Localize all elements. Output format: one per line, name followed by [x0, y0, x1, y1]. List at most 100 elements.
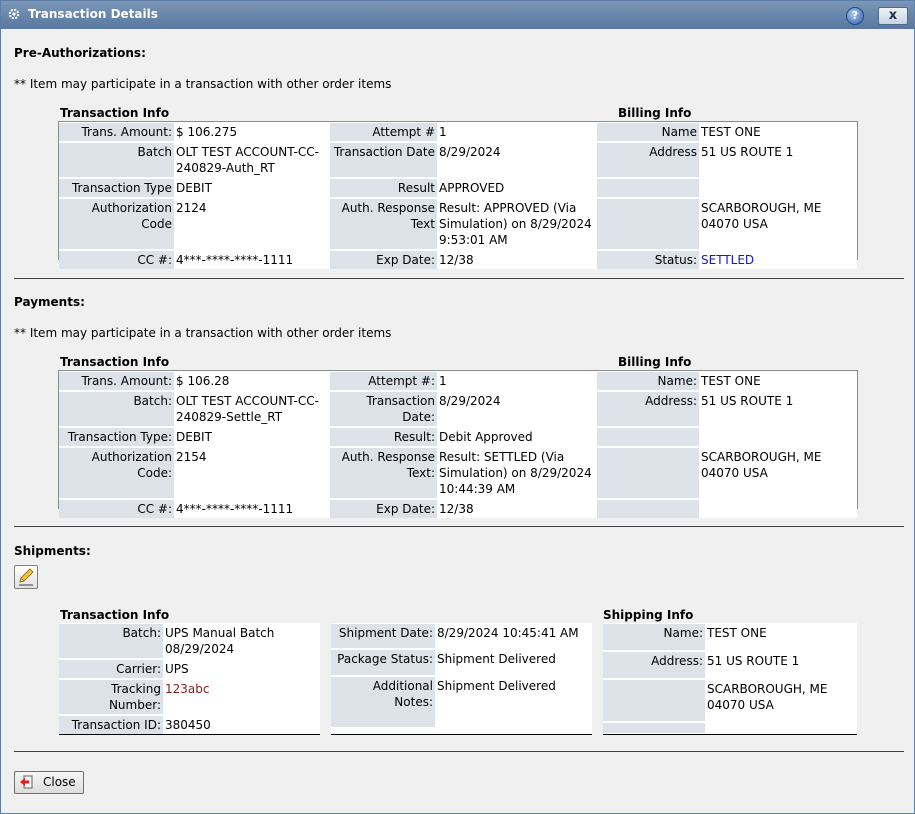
- attempt-label: Attempt #:: [330, 372, 437, 390]
- address-label: Address: [597, 143, 699, 177]
- batch-value: OLT TEST ACCOUNT-CC-240829-Auth_RT: [174, 143, 330, 177]
- empty-label-cell: [597, 428, 699, 446]
- batch-value: OLT TEST ACCOUNT-CC-240829-Settle_RT: [174, 392, 330, 426]
- empty-value-cell: [699, 428, 857, 446]
- authorization-code-label: Authorization Code: [59, 199, 174, 249]
- empty-value-cell: [705, 723, 857, 733]
- empty-label-cell: [603, 723, 705, 733]
- authorization-code-label: Authorization Code:: [59, 448, 174, 498]
- address-line2-value: SCARBOROUGH, ME 04070 USA: [699, 448, 857, 498]
- additional-notes-value: Shipment Delivered: [435, 676, 592, 733]
- transaction-id-label: Transaction ID:: [59, 716, 163, 734]
- auth-response-label: Auth. Response Text: [330, 199, 437, 249]
- empty-label-cell: [597, 448, 699, 498]
- cc-label: CC #:: [59, 251, 174, 269]
- batch-label: Batch:: [59, 624, 163, 658]
- batch-value: UPS Manual Batch 08/29/2024: [163, 624, 320, 658]
- edit-shipment-button[interactable]: [14, 565, 38, 589]
- payments-transaction-info-heading: Transaction Info: [60, 355, 170, 369]
- carrier-value: UPS: [163, 660, 320, 678]
- auth-response-value: Result: SETTLED (Via Simulation) on 8/29…: [437, 448, 597, 498]
- name-label: Name: [597, 123, 699, 141]
- payments-note: ** Item may participate in a transaction…: [14, 326, 392, 340]
- transaction-date-value: 8/29/2024: [437, 392, 597, 426]
- result-label: Result: [330, 179, 437, 197]
- transaction-type-label: Transaction Type:: [59, 428, 174, 446]
- authorization-code-value: 2124: [174, 199, 330, 249]
- preauth-billing-info-heading: Billing Info: [618, 106, 692, 120]
- address-line2-value: SCARBOROUGH, ME 04070 USA: [699, 199, 857, 249]
- gear-icon: [8, 8, 20, 20]
- payments-details-grid: Trans. Amount: $ 106.28 Attempt #: 1 Nam…: [58, 370, 858, 518]
- shipment-status-grid: Shipment Date: 8/29/2024 10:45:41 AM Pac…: [331, 623, 592, 735]
- empty-label-cell: [597, 199, 699, 249]
- ship-address-label: Address:: [603, 651, 705, 678]
- carrier-label: Carrier:: [59, 660, 163, 678]
- transaction-date-label: Transaction Date: [330, 143, 437, 177]
- attempt-value: 1: [437, 123, 597, 141]
- additional-notes-label: Additional Notes:: [331, 676, 435, 727]
- exit-door-icon: [20, 775, 33, 789]
- result-value: APPROVED: [437, 179, 597, 197]
- ship-address-line1-value: 51 US ROUTE 1: [705, 651, 857, 678]
- close-button-label: Close: [43, 775, 76, 789]
- exp-date-value: 12/38: [437, 500, 597, 518]
- result-value: Debit Approved: [437, 428, 597, 446]
- attempt-value: 1: [437, 372, 597, 390]
- package-status-label: Package Status:: [331, 650, 435, 675]
- trans-amount-value: $ 106.28: [174, 372, 330, 390]
- tracking-number-link[interactable]: 123abc: [163, 680, 320, 714]
- shipment-transaction-grid: Batch: UPS Manual Batch 08/29/2024 Carri…: [59, 623, 320, 735]
- transaction-type-value: DEBIT: [174, 428, 330, 446]
- section-divider: [14, 751, 904, 752]
- transaction-date-value: 8/29/2024: [437, 143, 597, 177]
- shipping-info-grid: Name: TEST ONE Address: 51 US ROUTE 1 SC…: [603, 623, 857, 735]
- window-title: Transaction Details: [28, 7, 158, 21]
- preauth-note: ** Item may participate in a transaction…: [14, 77, 392, 91]
- batch-label: Batch:: [59, 392, 174, 426]
- empty-value-cell: [699, 179, 857, 197]
- empty-label-cell: [603, 679, 705, 722]
- ship-address-line2-value: SCARBOROUGH, ME 04070 USA: [705, 679, 857, 722]
- address-label: Address:: [597, 392, 699, 426]
- preauth-details-grid: Trans. Amount: $ 106.275 Attempt # 1 Nam…: [58, 121, 858, 269]
- exp-date-label: Exp Date:: [330, 251, 437, 269]
- shipment-date-label: Shipment Date:: [331, 624, 435, 649]
- cc-label: CC #:: [59, 500, 174, 518]
- package-status-value: Shipment Delivered: [435, 650, 592, 675]
- ship-name-label: Name:: [603, 624, 705, 650]
- name-label: Name:: [597, 372, 699, 390]
- empty-label-cell: [597, 500, 699, 518]
- batch-label: Batch: [59, 143, 174, 177]
- exp-date-label: Exp Date:: [330, 500, 437, 518]
- cc-value: 4***-****-****-1111: [174, 251, 330, 269]
- transaction-type-label: Transaction Type: [59, 179, 174, 197]
- window-close-button[interactable]: x: [878, 7, 908, 25]
- transaction-date-label: Transaction Date:: [330, 392, 437, 426]
- transaction-type-value: DEBIT: [174, 179, 330, 197]
- payments-heading: Payments:: [14, 295, 85, 309]
- trans-amount-value: $ 106.275: [174, 123, 330, 141]
- payments-billing-info-heading: Billing Info: [618, 355, 692, 369]
- authorization-code-value: 2154: [174, 448, 330, 498]
- address-line1-value: 51 US ROUTE 1: [699, 143, 857, 177]
- close-button[interactable]: Close: [14, 771, 84, 794]
- status-link[interactable]: SETTLED: [699, 251, 857, 269]
- pencil-icon: [19, 568, 34, 586]
- preauth-transaction-info-heading: Transaction Info: [60, 106, 170, 120]
- help-button[interactable]: ?: [846, 7, 864, 25]
- attempt-label: Attempt #: [330, 123, 437, 141]
- empty-label-cell: [597, 179, 699, 197]
- name-value: TEST ONE: [699, 123, 857, 141]
- tracking-number-label: Tracking Number:: [59, 680, 163, 714]
- title-bar: Transaction Details ? x: [1, 1, 914, 29]
- empty-value-cell: [699, 500, 857, 518]
- auth-response-label: Auth. Response Text:: [330, 448, 437, 498]
- section-divider: [14, 278, 904, 279]
- shipment-date-value: 8/29/2024 10:45:41 AM: [435, 624, 592, 649]
- trans-amount-label: Trans. Amount:: [59, 372, 174, 390]
- shipments-transaction-info-heading: Transaction Info: [60, 608, 170, 622]
- status-label: Status:: [597, 251, 699, 269]
- name-value: TEST ONE: [699, 372, 857, 390]
